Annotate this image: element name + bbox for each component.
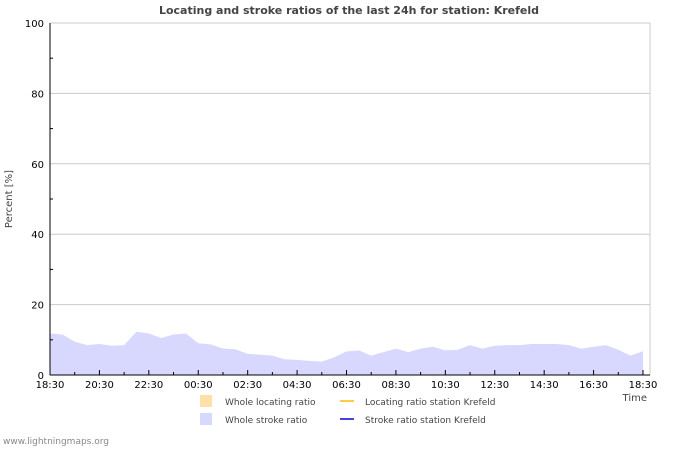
- y-tick-label: 100: [25, 19, 44, 30]
- y-tick-label: 80: [31, 89, 44, 100]
- y-tick-label: 40: [31, 230, 44, 241]
- x-tick-label: 14:30: [530, 380, 559, 391]
- plot-frame: [49, 22, 651, 376]
- y-axis-label: Percent [%]: [4, 170, 15, 228]
- y-tick-label: 20: [31, 301, 44, 312]
- x-tick-label: 00:30: [184, 380, 213, 391]
- y-tick-label: 0: [38, 371, 44, 382]
- legend-label: Whole locating ratio: [225, 398, 316, 408]
- x-tick-label: 12:30: [480, 380, 509, 391]
- area-whole-stroke-ratio: [50, 331, 643, 375]
- x-tick-label: 16:30: [579, 380, 608, 391]
- legend-label: Stroke ratio station Krefeld: [365, 416, 486, 426]
- x-tick-label: 10:30: [431, 380, 460, 391]
- x-tick-label: 22:30: [134, 380, 163, 391]
- x-axis-label: Time: [622, 393, 647, 404]
- chart-title: Locating and stroke ratios of the last 2…: [159, 4, 539, 17]
- legend-label: Whole stroke ratio: [225, 416, 308, 426]
- x-tick-label: 20:30: [85, 380, 114, 391]
- y-tick-label: 60: [31, 160, 44, 171]
- x-tick-label: 02:30: [233, 380, 262, 391]
- footer-credit: www.lightningmaps.org: [3, 437, 109, 447]
- x-tick-label: 04:30: [283, 380, 312, 391]
- x-tick-label: 08:30: [382, 380, 411, 391]
- x-tick-label: 18:30: [36, 380, 65, 391]
- legend-swatch: [200, 395, 212, 407]
- x-tick-label: 18:30: [629, 380, 658, 391]
- x-tick-label: 06:30: [332, 380, 361, 391]
- legend-swatch: [200, 413, 212, 425]
- legend-label: Locating ratio station Krefeld: [365, 398, 495, 408]
